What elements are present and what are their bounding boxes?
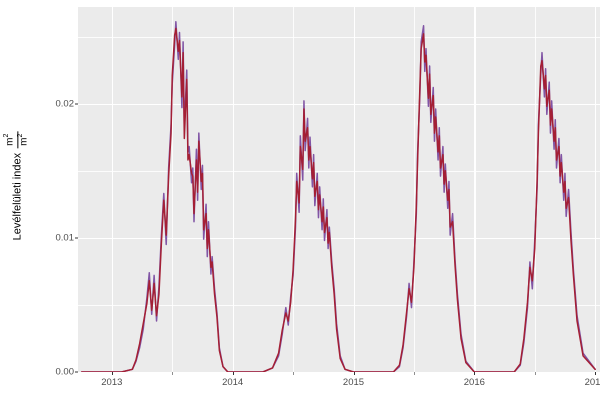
y-axis-tick-mark <box>75 237 78 239</box>
gridline-major-horizontal <box>78 103 600 105</box>
x-axis-tick-mark <box>232 372 234 375</box>
x-axis: 2013 2014 2015 2016 2017 <box>78 372 600 400</box>
y-axis-unit-numerator: m2 <box>2 133 16 146</box>
y-axis-tick-label: 0.01 <box>55 232 75 244</box>
gridline-major-vertical <box>353 7 355 372</box>
gridline-minor-horizontal <box>78 36 600 38</box>
x-axis-tick-label: 2016 <box>463 377 485 388</box>
x-axis-minor-tick-mark <box>534 372 536 375</box>
y-axis-unit-denominator: m2 <box>16 131 30 148</box>
gridline-major-horizontal <box>78 237 600 239</box>
gridline-minor-vertical <box>293 7 294 372</box>
series-line-series-purple <box>80 21 596 372</box>
series-layer <box>80 21 596 372</box>
y-axis: 0.00 0.01 0.02 <box>30 0 78 400</box>
x-axis-minor-tick-mark <box>293 372 295 375</box>
gridline-major-vertical <box>111 7 114 372</box>
gridline-major-vertical <box>232 7 234 372</box>
y-axis-title: Levélfelületi index m2 m2 <box>0 0 34 372</box>
y-axis-title-text: Levélfelületi index <box>11 152 24 241</box>
x-axis-tick-mark <box>353 372 355 375</box>
gridline-minor-vertical <box>534 7 536 372</box>
gridline-major-vertical <box>474 7 476 372</box>
gridline-minor-horizontal <box>78 170 600 172</box>
x-axis-tick-label: 2015 <box>342 377 365 388</box>
x-axis-tick-label: 2014 <box>222 377 244 388</box>
x-axis-tick-mark <box>111 372 113 375</box>
gridline-minor-horizontal <box>78 304 600 306</box>
gridline-major-vertical <box>595 7 597 372</box>
x-axis-tick-label: 2013 <box>101 377 123 388</box>
series-line-series-red <box>80 27 596 372</box>
plot-panel <box>78 7 600 372</box>
gridline-minor-vertical <box>172 7 173 372</box>
gridline-minor-vertical <box>413 7 415 372</box>
x-axis-tick-label: 2017 <box>584 377 600 388</box>
y-axis-tick-mark <box>75 371 78 373</box>
x-axis-minor-tick-mark <box>172 372 174 375</box>
x-axis-minor-tick-mark <box>413 372 415 375</box>
y-axis-tick-mark <box>75 103 78 105</box>
y-axis-tick-label: 0.00 <box>55 366 75 378</box>
y-axis-tick-label: 0.02 <box>55 98 75 110</box>
x-axis-tick-mark <box>595 372 597 375</box>
y-axis-unit-fraction: m2 m2 <box>2 131 30 148</box>
x-axis-tick-mark <box>474 372 476 375</box>
